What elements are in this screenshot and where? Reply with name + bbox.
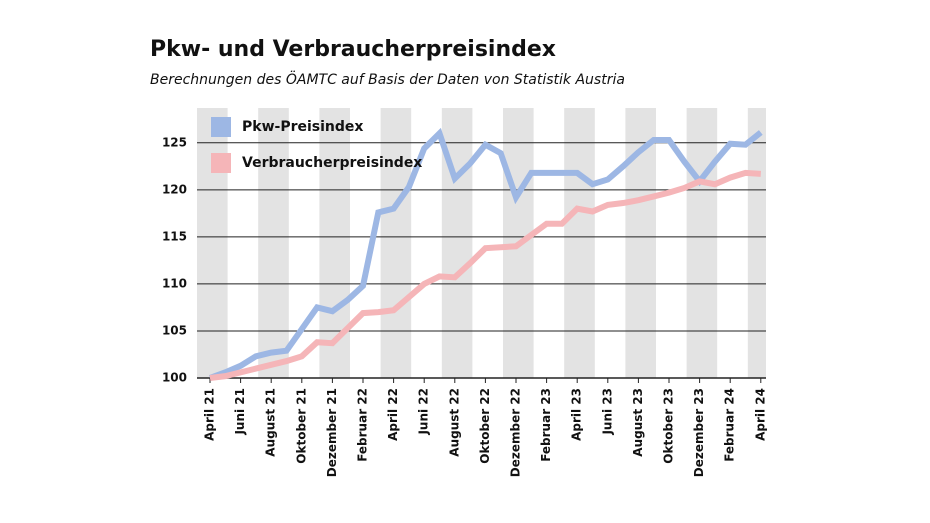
chart-title: Pkw- und Verbraucherpreisindex xyxy=(150,37,556,62)
x-tick-label: Juni 23 xyxy=(600,388,614,436)
x-tick-label: Juni 22 xyxy=(417,388,431,436)
y-tick-label: 120 xyxy=(162,182,187,196)
legend-label: Pkw-Preisindex xyxy=(242,119,363,135)
x-tick-label: August 21 xyxy=(264,388,278,457)
legend-swatch xyxy=(211,117,231,137)
y-tick-label: 100 xyxy=(162,371,187,385)
legend-swatch xyxy=(211,153,231,173)
y-tick-label: 125 xyxy=(162,135,187,149)
column-band xyxy=(564,108,595,378)
x-tick-label: April 24 xyxy=(753,388,767,441)
x-tick-label: April 22 xyxy=(386,388,400,441)
x-tick-label: Februar 23 xyxy=(539,388,553,462)
column-band xyxy=(747,108,766,378)
x-tick-label: April 23 xyxy=(570,388,584,441)
x-tick-label: Dezember 22 xyxy=(509,388,523,477)
x-tick-label: Juni 21 xyxy=(233,388,247,436)
column-band xyxy=(197,108,228,378)
x-tick-label: August 23 xyxy=(631,388,645,457)
column-band xyxy=(380,108,412,378)
chart-subtitle: Berechnungen des ÖAMTC auf Basis der Dat… xyxy=(150,70,625,88)
x-tick-label: Februar 22 xyxy=(356,388,370,462)
x-tick-label: August 22 xyxy=(447,388,461,457)
column-band xyxy=(258,108,289,378)
y-tick-label: 105 xyxy=(162,323,187,337)
x-tick-label: Februar 24 xyxy=(723,388,737,462)
x-tick-label: April 21 xyxy=(203,388,217,441)
x-tick-label: Oktober 22 xyxy=(478,388,492,464)
y-tick-label: 115 xyxy=(162,229,187,243)
y-tick-label: 110 xyxy=(162,276,187,290)
column-band xyxy=(686,108,718,378)
x-tick-label: Oktober 23 xyxy=(662,388,676,464)
series-line xyxy=(208,127,763,381)
x-tick-label: Dezember 21 xyxy=(325,388,339,477)
x-tick-label: Dezember 23 xyxy=(692,388,706,477)
x-tick-label: Oktober 21 xyxy=(294,388,308,464)
legend-label: Verbraucherpreisindex xyxy=(242,155,422,171)
series-line xyxy=(209,169,761,381)
